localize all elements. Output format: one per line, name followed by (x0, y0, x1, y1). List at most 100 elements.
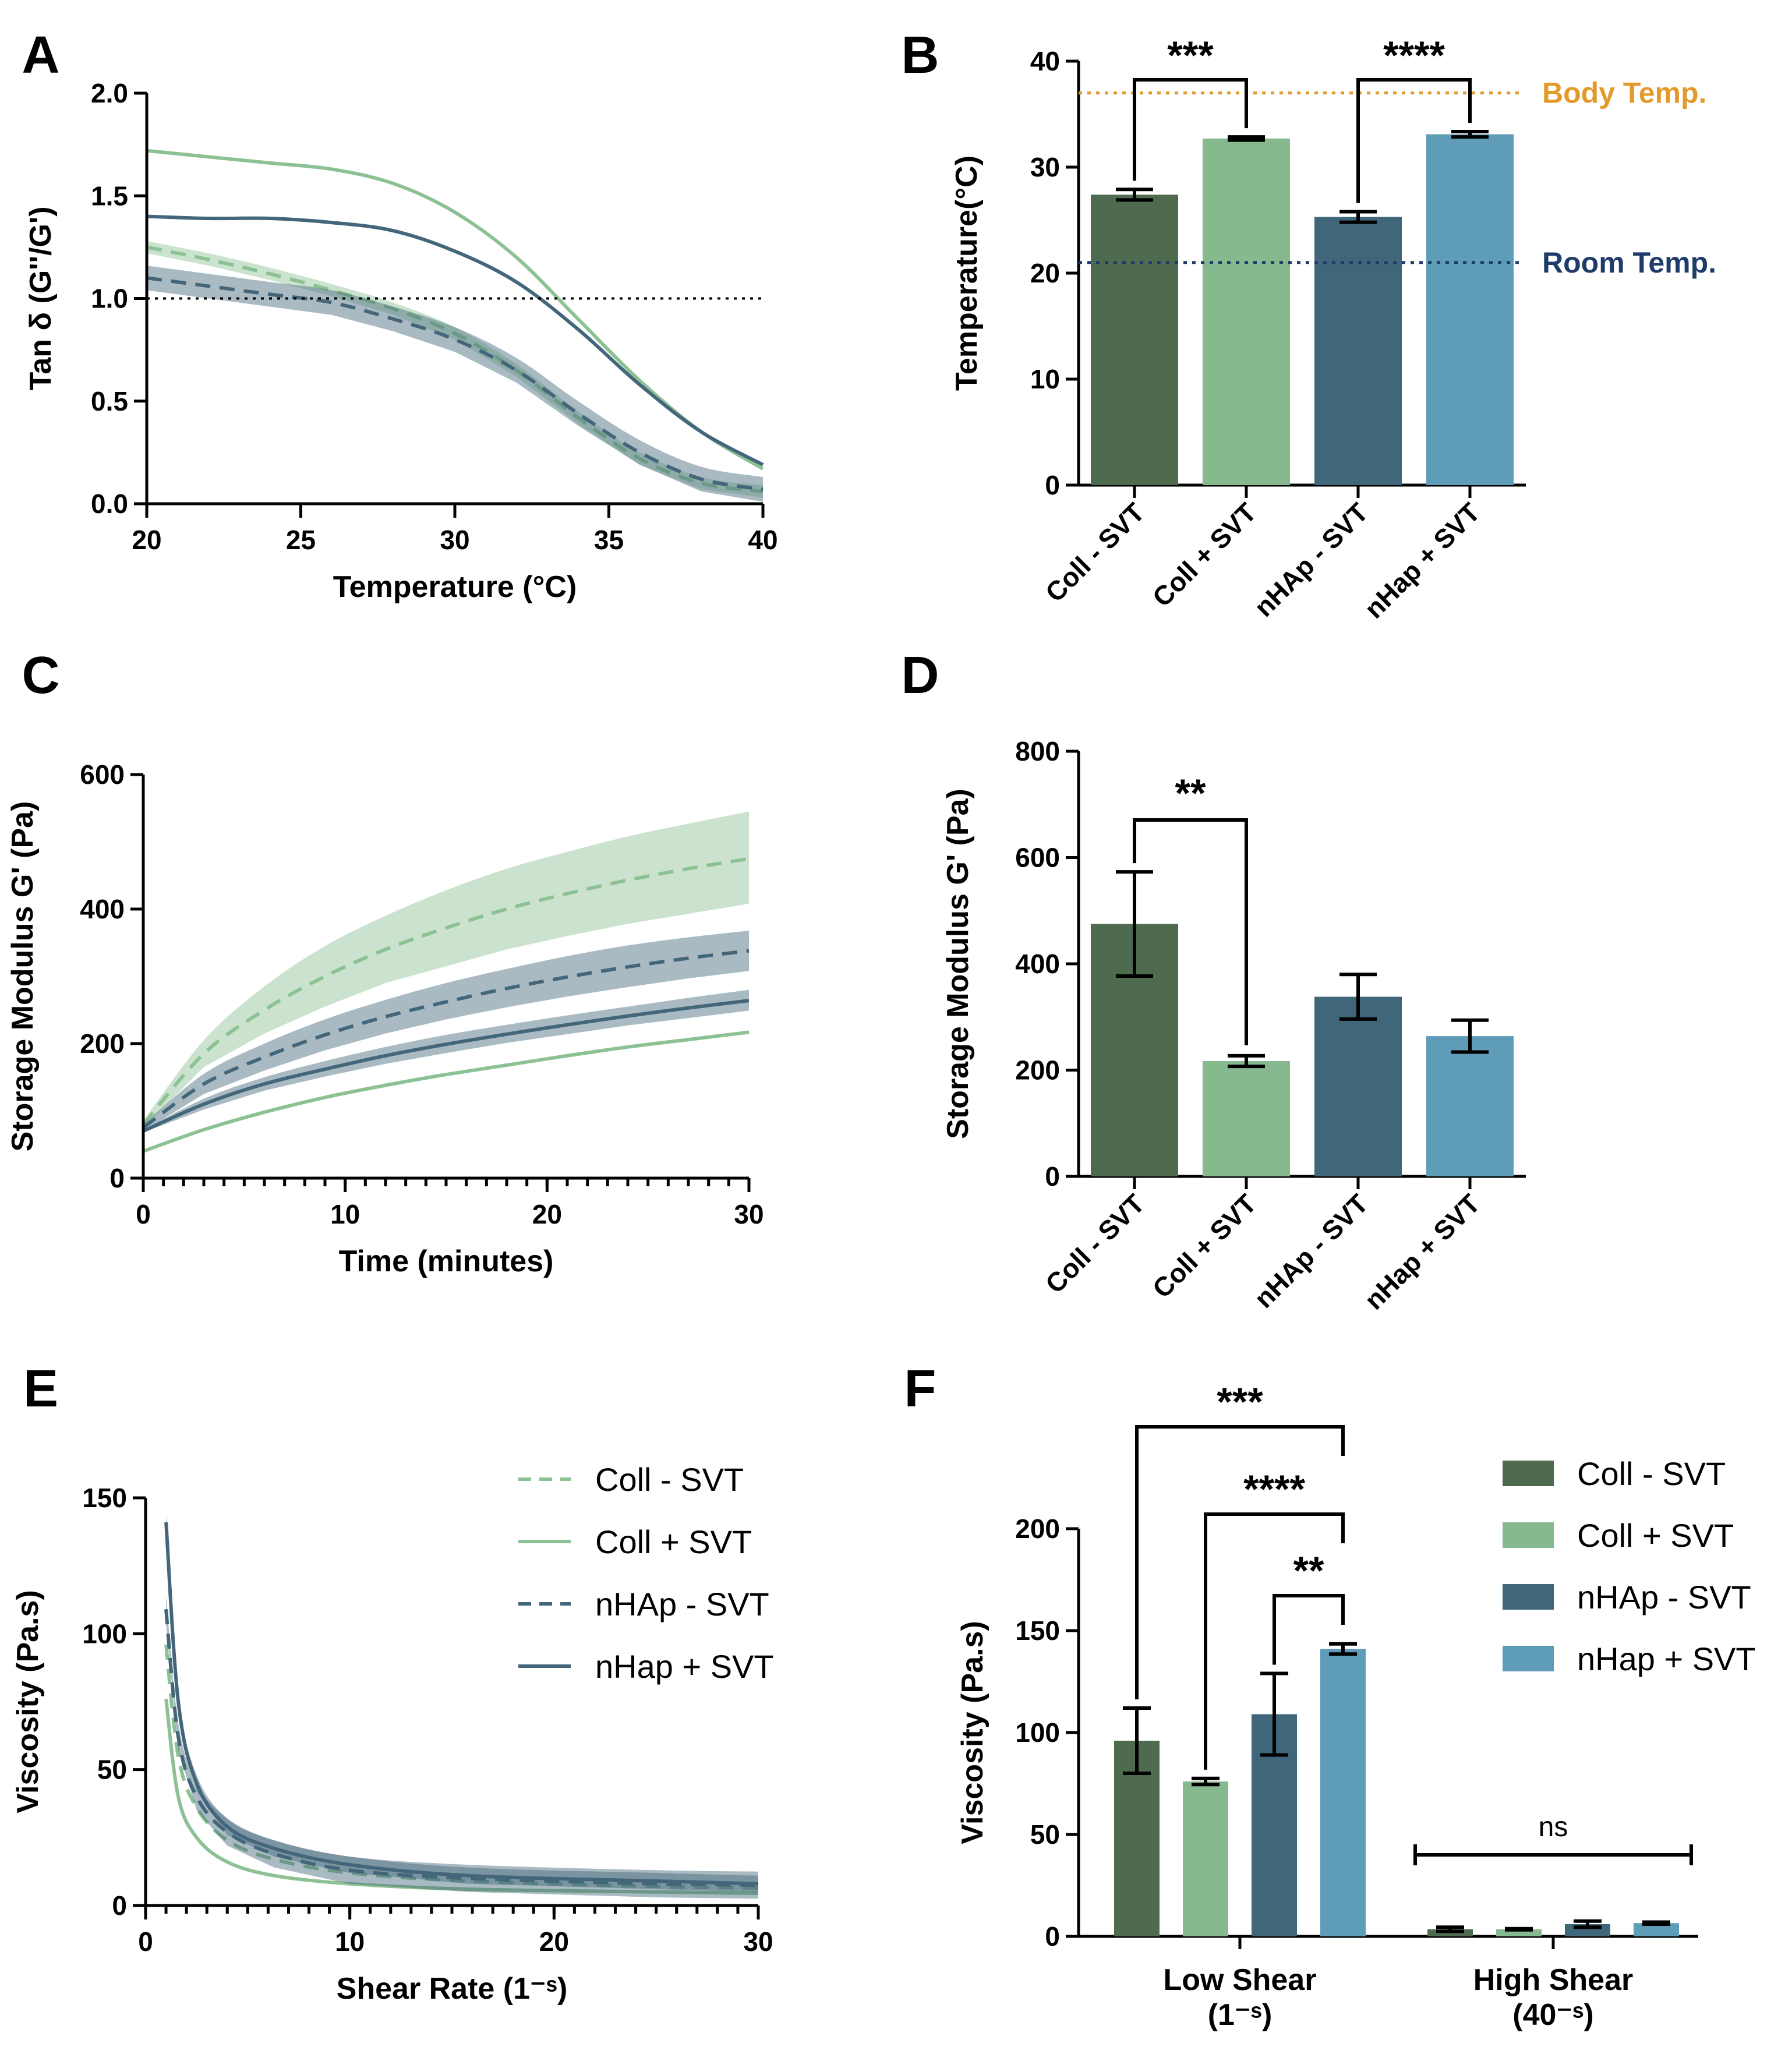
x-tick-label: 35 (594, 525, 624, 555)
y-tick-label: 200 (80, 1028, 125, 1059)
x-tick-label: 0 (138, 1926, 153, 1957)
series-line (142, 1030, 750, 1153)
x-axis-title: Temperature (°C) (333, 570, 577, 604)
y-tick-label: 400 (80, 894, 125, 924)
series-band (143, 931, 749, 1132)
legend-f: Coll - SVT Coll + SVT nHAp - SVT nHap + SVT (1503, 1455, 1756, 1677)
y-axis-title: Temperature(°C) (950, 155, 984, 391)
category-label: Coll - SVT (1040, 1188, 1150, 1299)
bar (1091, 195, 1178, 485)
y-tick-label: 0 (1045, 1921, 1060, 1952)
panel-label-e: E (23, 1360, 58, 1418)
group-sublabel: (1⁻ˢ) (1208, 1998, 1273, 2032)
y-tick-label: 100 (1015, 1717, 1060, 1748)
x-axis-title: Time (minutes) (339, 1245, 554, 1278)
y-tick-label: 2.0 (91, 78, 128, 108)
panel-label-b: B (902, 26, 939, 84)
y-tick-label: 0 (1045, 1161, 1060, 1192)
y-axis-title: Viscosity (Pa.s) (956, 1621, 989, 1844)
legend-label: Coll + SVT (595, 1523, 752, 1560)
y-tick-label: 0 (1045, 470, 1060, 500)
category-label: nHAp - SVT (1248, 497, 1374, 623)
line-chart-a: 0.0 0.5 1.0 1.5 2.0 20 25 30 35 40 Temperature (°C… (24, 78, 778, 604)
group-label: High Shear (1473, 1963, 1634, 1997)
significance-bracket (1133, 818, 1248, 1045)
panel-label-a: A (22, 26, 60, 84)
bar-chart-f: 0 50 100 150 200 Low Shear(1⁻ˢ) High Shear(40⁻… (956, 1380, 1698, 2032)
significance-bracket (1135, 1425, 1345, 1699)
x-axis-title: Shear Rate (1⁻ˢ) (337, 1972, 568, 2006)
series-band (166, 1596, 759, 1899)
bar (1314, 217, 1402, 485)
y-axis-title: Storage Modulus G' (Pa) (6, 801, 40, 1152)
panel-label-f: F (904, 1360, 936, 1418)
series-line (164, 1644, 759, 1890)
bar (1426, 134, 1514, 485)
series-line (146, 214, 764, 466)
bar (1314, 996, 1402, 1176)
significance-stars: **** (1243, 1467, 1305, 1511)
y-tick-label: 10 (1030, 364, 1060, 394)
y-tick-label: 30 (1030, 152, 1060, 182)
legend-label: nHAp - SVT (595, 1586, 769, 1622)
significance-stars: *** (1167, 33, 1214, 77)
significance-bracket (1204, 1512, 1345, 1770)
y-tick-label: 20 (1030, 258, 1060, 288)
series-line (142, 949, 750, 1129)
series-line (146, 149, 764, 471)
y-tick-label: 100 (82, 1618, 127, 1649)
group-sublabel: (40⁻ˢ) (1512, 1998, 1593, 2032)
y-tick-label: 50 (97, 1755, 127, 1785)
y-tick-label: 0 (112, 1890, 127, 1921)
group-label: Low Shear (1164, 1963, 1317, 1997)
significance-stars: ** (1175, 771, 1206, 815)
significance-stars: **** (1383, 33, 1445, 77)
x-tick-label: 30 (440, 525, 469, 555)
y-axis-title: Viscosity (Pa.s) (11, 1590, 45, 1813)
y-tick-label: 0 (109, 1163, 125, 1193)
legend-swatch (1503, 1584, 1554, 1610)
y-tick-label: 600 (80, 759, 125, 790)
legend-swatch (1503, 1461, 1554, 1486)
y-tick-label: 400 (1015, 949, 1060, 979)
series-band (143, 811, 749, 1128)
x-tick-label: 30 (734, 1199, 764, 1229)
series-band (166, 1514, 759, 1892)
category-label: nHap + SVT (1359, 1188, 1486, 1315)
series-line (164, 1609, 759, 1887)
legend-label: nHAp - SVT (1577, 1579, 1751, 1615)
legend-e: Coll - SVT Coll + SVT nHAp - SVT nHap + SVT (518, 1461, 774, 1685)
line-chart-e: 0 50 100 150 0 10 20 30 Shear Rate (1⁻ˢ) Viscosit… (11, 1483, 773, 2006)
bar (1634, 1923, 1679, 1936)
bar (1320, 1649, 1366, 1936)
bar (1426, 1036, 1514, 1176)
significance-ns: ns (1539, 1812, 1568, 1843)
x-tick-label: 30 (743, 1926, 773, 1957)
y-tick-label: 40 (1030, 46, 1060, 76)
legend-label: Coll + SVT (1577, 1517, 1734, 1554)
x-tick-label: 40 (748, 525, 777, 555)
x-tick-label: 10 (330, 1199, 360, 1229)
reference-line-label: Room Temp. (1542, 246, 1716, 279)
legend-label: nHap + SVT (1577, 1641, 1756, 1677)
series-line (164, 1698, 759, 1895)
series-band (143, 989, 749, 1133)
category-label: Coll + SVT (1147, 1188, 1263, 1304)
x-tick-label: 20 (539, 1926, 569, 1957)
series-line (164, 1522, 759, 1886)
legend-label: Coll - SVT (1577, 1455, 1726, 1492)
series-line (146, 245, 764, 493)
x-tick-label: 20 (132, 525, 161, 555)
bar (1183, 1781, 1228, 1936)
y-tick-label: 150 (82, 1483, 127, 1513)
y-tick-label: 50 (1030, 1819, 1060, 1850)
significance-stars: *** (1217, 1380, 1263, 1424)
y-tick-label: 600 (1015, 843, 1060, 873)
panel-label-d: D (902, 646, 939, 705)
significance-stars: ** (1293, 1549, 1324, 1593)
legend-swatch (1503, 1522, 1554, 1548)
y-tick-label: 150 (1015, 1615, 1060, 1646)
